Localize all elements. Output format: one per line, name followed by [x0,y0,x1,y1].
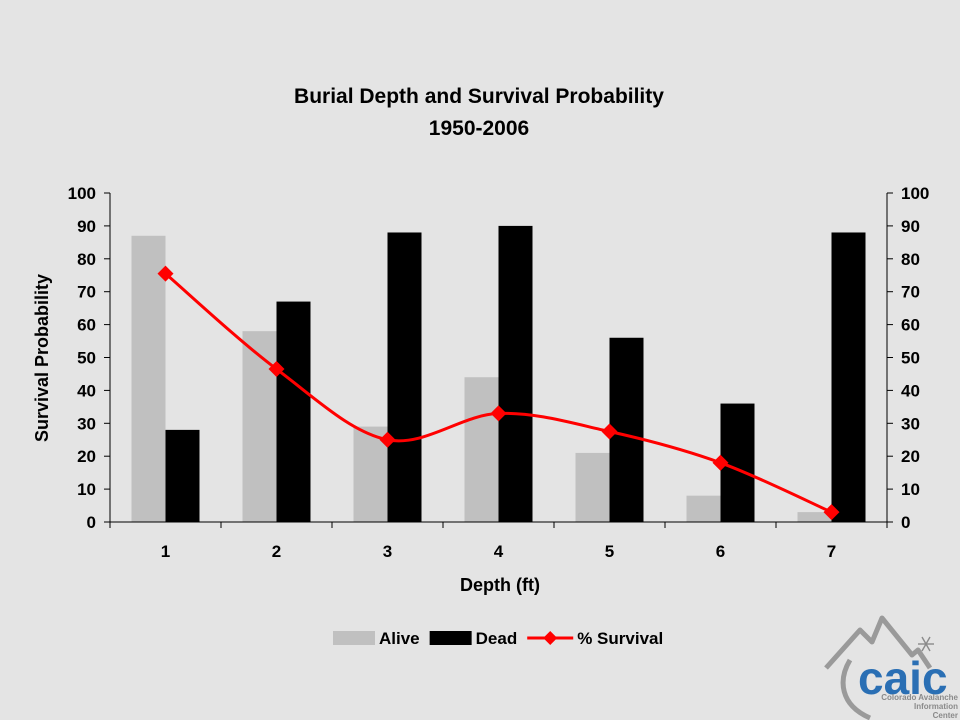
bar-alive-5 [575,452,610,522]
y-tick-label-70: 70 [77,283,96,302]
x-tick-label-4: 4 [494,542,504,561]
y2-tick-label-10: 10 [901,480,920,499]
x-tick-label-2: 2 [272,542,281,561]
y-tick-label-60: 60 [77,316,96,335]
y2-tick-label-60: 60 [901,316,920,335]
bar-alive-1 [131,235,166,522]
survival-point-4 [490,405,507,422]
survival-point-7 [823,504,840,521]
chart-title: Burial Depth and Survival Probability [294,85,664,108]
y-tick-label-0: 0 [87,513,96,532]
axes-layer: 0 0 10 10 20 20 30 30 40 40 50 50 60 60 70 70 80 80 90 90 10… [68,184,930,561]
x-tick-label-5: 5 [605,542,614,561]
y2-tick-label-70: 70 [901,283,920,302]
bar-alive-6 [686,495,721,522]
logo-subtext-line1: Colorado Avalanche [881,693,958,702]
y-tick-label-80: 80 [77,250,96,269]
y-tick-label-40: 40 [77,381,96,400]
y-axis-label: Survival Probability [32,274,52,442]
legend-swatch-dead [429,631,472,645]
survival-line-layer [157,265,840,521]
survival-point-2 [268,361,285,378]
logo-swoosh-icon [840,658,872,720]
mountain-outline-icon [824,615,933,670]
x-tick-label-3: 3 [383,542,392,561]
chart-subtitle: 1950-2006 [429,117,529,140]
legend-swatch-alive [333,631,375,645]
logo-subtext-line3: Center [933,711,958,720]
y2-tick-label-100: 100 [901,184,929,203]
snowflake-icon [918,636,934,652]
bar-alive-4 [464,377,499,522]
bar-alive-2 [242,331,277,522]
bar-dead-4 [498,225,533,522]
x-tick-label-7: 7 [827,542,836,561]
bar-dead-3 [387,232,422,523]
x-tick-label-1: 1 [161,542,170,561]
bars-layer [131,225,866,523]
y-tick-label-10: 10 [77,480,96,499]
y2-tick-label-80: 80 [901,250,920,269]
legend-label-alive: Alive [379,629,420,648]
survival-point-5 [601,423,618,440]
y2-tick-label-90: 90 [901,217,920,236]
y2-tick-label-30: 30 [901,414,920,433]
survival-point-3 [379,431,396,448]
legend-label-dead: Dead [476,629,518,648]
survival-point-1 [157,265,174,282]
logo-wordmark: caic [858,652,948,704]
survival-point-6 [712,454,729,471]
y-tick-label-30: 30 [77,414,96,433]
y-tick-label-20: 20 [77,447,96,466]
bar-alive-3 [353,426,388,522]
y-tick-label-100: 100 [68,184,96,203]
caic-logo: caic Colorado Avalanche Information Cent… [824,615,959,720]
y2-tick-label-40: 40 [901,381,920,400]
y-tick-label-50: 50 [77,349,96,368]
legend-swatch-marker-survival [543,631,558,645]
x-axis-label: Depth (ft) [460,575,540,595]
y2-tick-label-0: 0 [901,513,910,532]
bar-dead-2 [276,301,311,522]
y2-tick-label-50: 50 [901,349,920,368]
legend-label-survival: % Survival [577,629,663,648]
legend: Alive Dead % Survival [333,629,663,648]
y-tick-label-90: 90 [77,217,96,236]
bar-dead-1 [165,429,200,522]
bar-alive-7 [797,512,832,522]
x-tick-label-6: 6 [716,542,725,561]
logo-subtext-line2: Information [914,702,958,711]
bar-dead-7 [831,232,866,523]
y2-tick-label-20: 20 [901,447,920,466]
